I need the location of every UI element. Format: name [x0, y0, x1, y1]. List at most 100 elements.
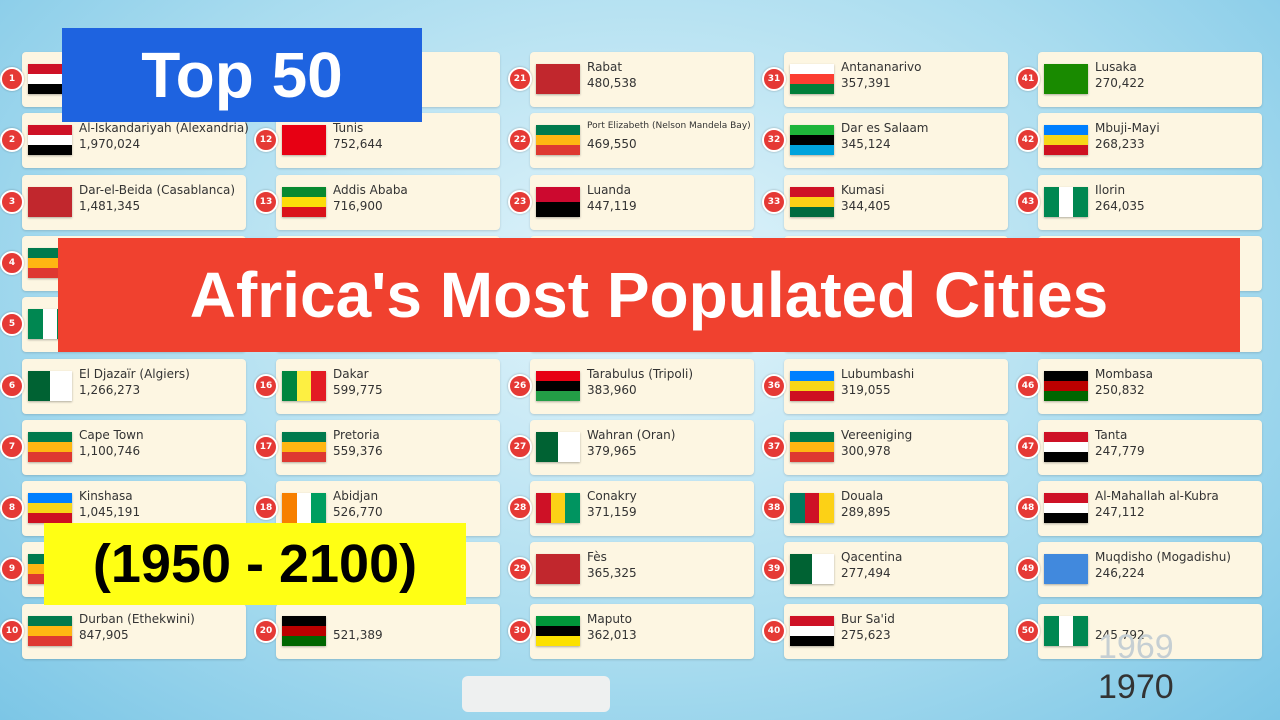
current-year: 1970	[1098, 668, 1174, 706]
city-name: Tanta	[1095, 427, 1128, 442]
flag	[28, 370, 72, 401]
flag	[28, 125, 72, 156]
flag	[790, 615, 834, 646]
flag	[1044, 431, 1088, 462]
city-card: Ilorin 264,035	[1038, 174, 1262, 230]
flag	[536, 431, 580, 462]
city-card: Conakry 371,159	[530, 481, 754, 537]
city-card: Bur Sa'id 275,623	[784, 603, 1008, 659]
city-population: 480,538	[587, 76, 637, 90]
city-card: Kumasi 344,405	[784, 174, 1008, 230]
rank-badge: 28	[508, 496, 532, 521]
city-population: 1,266,273	[79, 382, 141, 397]
city-name: Wahran (Oran)	[587, 427, 676, 442]
flag	[1044, 64, 1088, 94]
city-card: Tanta 247,779	[1038, 419, 1262, 475]
city-population: 559,376	[333, 443, 383, 458]
rank-badge: 1	[0, 67, 24, 91]
city-population: 264,035	[1095, 198, 1145, 213]
rank-badge: 10	[0, 618, 24, 643]
flag	[790, 64, 834, 94]
city-card: Antananarivo 357,391	[784, 52, 1008, 107]
city-population: 716,900	[333, 198, 383, 213]
flag	[282, 125, 326, 156]
flag	[28, 186, 72, 217]
flag	[536, 64, 580, 94]
city-population: 447,119	[587, 198, 637, 213]
city-card: El Djazaïr (Algiers) 1,266,273	[22, 358, 246, 414]
city-card: Mombasa 250,832	[1038, 358, 1262, 414]
rank-badge: 23	[508, 189, 532, 214]
city-card: Muqdisho (Mogadishu) 246,224	[1038, 542, 1262, 598]
city-population: 1,970,024	[79, 137, 141, 152]
city-population: 300,978	[841, 443, 891, 458]
rank-badge: 4	[0, 250, 24, 275]
rank-badge: 7	[0, 434, 24, 459]
rank-badge: 39	[762, 557, 786, 582]
flag	[28, 493, 72, 524]
flag	[282, 615, 326, 646]
flag	[790, 125, 834, 156]
banner: Africa's Most Populated Cities	[58, 238, 1240, 352]
city-card: Pretoria 559,376	[276, 419, 500, 475]
city-name: Durban (Ethekwini)	[79, 611, 195, 626]
flag	[282, 431, 326, 462]
city-name: Tunis	[333, 121, 364, 136]
rank-badge: 43	[1016, 189, 1040, 214]
rank-badge: 40	[762, 618, 786, 643]
city-name: Antananarivo	[841, 60, 922, 74]
city-population: 599,775	[333, 382, 383, 397]
flag	[790, 493, 835, 524]
flag	[28, 64, 72, 94]
city-name: Addis Ababa	[333, 182, 408, 197]
city-name: Conakry	[587, 489, 637, 504]
city-name: Rabat	[587, 60, 623, 74]
city-card: Durban (Ethekwini) 847,905	[22, 603, 246, 659]
city-population: 752,644	[333, 137, 383, 152]
city-population: 362,013	[587, 627, 637, 642]
city-name: El Djazaïr (Algiers)	[79, 366, 190, 381]
previous-year: 1969	[1098, 628, 1174, 666]
city-population: 246,224	[1095, 566, 1145, 581]
city-name: Port Elizabeth (Nelson Mandela Bay)	[587, 121, 751, 132]
rank-badge: 26	[508, 373, 532, 398]
city-card: Rabat 480,538	[530, 52, 754, 107]
city-name: Lubumbashi	[841, 366, 915, 381]
city-name: Qacentina	[841, 550, 903, 565]
city-card: Fès 365,325	[530, 542, 754, 598]
city-population: 247,779	[1095, 443, 1145, 458]
flag	[28, 615, 72, 646]
city-card: Mbuji-Mayi 268,233	[1038, 113, 1262, 169]
city-card: 245,792	[1038, 603, 1262, 659]
city-name: Kumasi	[841, 182, 885, 197]
city-name: Dar es Salaam	[841, 121, 929, 136]
flag	[28, 431, 72, 462]
rank-badge: 50	[1016, 618, 1040, 643]
flag	[282, 493, 327, 524]
badge: Top 50	[62, 28, 422, 122]
rank-badge: 16	[254, 373, 278, 398]
city-card: Al-Mahallah al-Kubra 247,112	[1038, 481, 1262, 537]
city-card: Dar-el-Beida (Casablanca) 1,481,345	[22, 174, 246, 230]
city-population: 357,391	[841, 76, 891, 90]
city-card: Dar es Salaam 345,124	[784, 113, 1008, 169]
flag	[1044, 615, 1089, 646]
rank-badge: 46	[1016, 373, 1040, 398]
rank-badge: 2	[0, 128, 24, 153]
city-population: 383,960	[587, 382, 637, 397]
city-population: 469,550	[587, 137, 637, 152]
city-name: Al-Iskandariyah (Alexandria)	[79, 121, 249, 136]
city-card: Douala 289,895	[784, 481, 1008, 537]
rank-badge: 13	[254, 189, 278, 214]
rank-badge: 30	[508, 618, 532, 643]
flag	[790, 370, 834, 401]
city-name: Douala	[841, 489, 884, 504]
city-card: Qacentina 277,494	[784, 542, 1008, 598]
city-name: Mbuji-Mayi	[1095, 121, 1160, 136]
city-name: Dakar	[333, 366, 369, 381]
city-population: 371,159	[587, 505, 637, 520]
rank-badge: 20	[254, 618, 278, 643]
rank-badge: 42	[1016, 128, 1040, 153]
city-population: 521,389	[333, 627, 383, 642]
